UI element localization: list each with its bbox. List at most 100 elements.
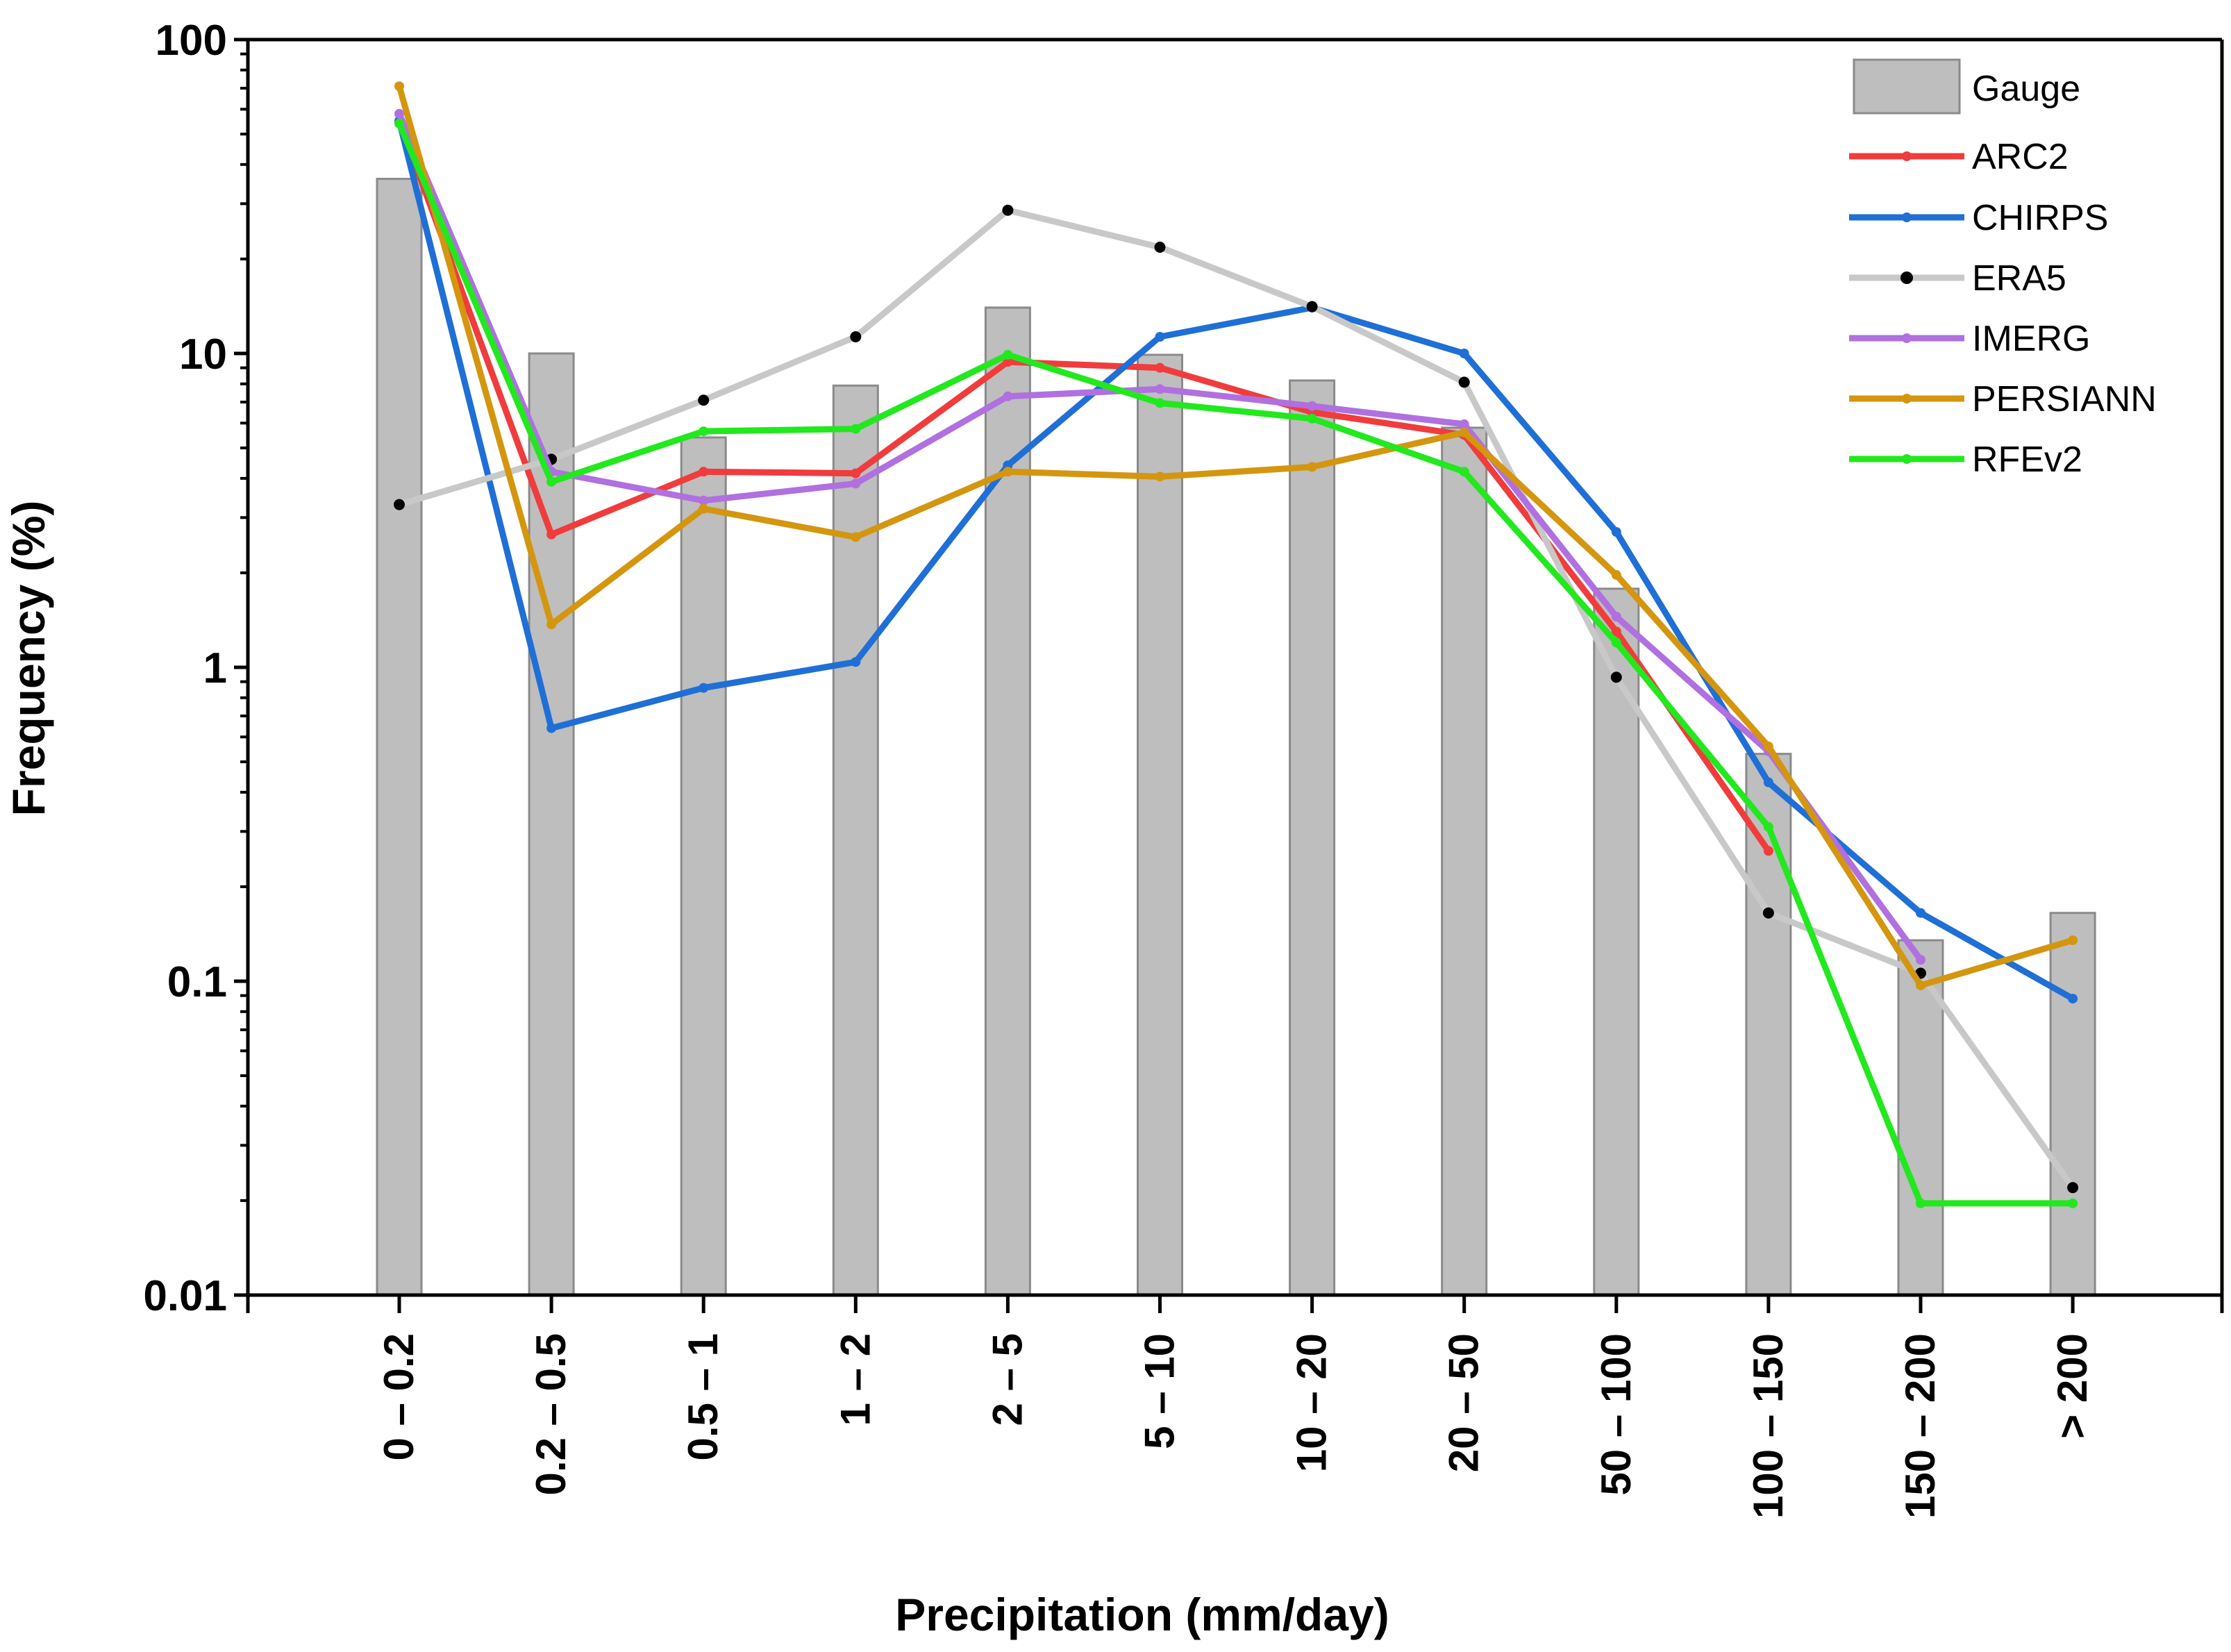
x-tick-label-0: 0 – 0.2 — [376, 1333, 422, 1461]
chirps-point-5 — [1155, 332, 1165, 342]
y-tick-label-3: 10 — [179, 331, 227, 378]
persiann-line — [396, 83, 2076, 989]
rfev2-point-4 — [1003, 349, 1013, 360]
series-rfev2 — [394, 118, 2078, 1208]
era5-point-6 — [1306, 301, 1318, 312]
x-tick-label-6: 10 – 20 — [1289, 1333, 1335, 1472]
rfev2-point-8 — [1611, 637, 1621, 648]
y-axis-title: Frequency (%) — [3, 501, 54, 817]
y-tick-label-2: 1 — [203, 644, 227, 692]
rfev2-point-1 — [546, 476, 557, 487]
era5-point-4 — [1002, 204, 1014, 216]
chirps-point-7 — [1459, 349, 1469, 358]
imerg-point-7 — [1459, 419, 1469, 429]
persiann-point-7 — [1459, 427, 1469, 437]
arc2-point-1 — [546, 529, 557, 540]
x-axis-title: Precipitation (mm/day) — [895, 1589, 1389, 1640]
legend: Gauge ARC2 CHIRPS ERA5 IMERG PERSIANN RFEv2 — [1849, 58, 2157, 480]
arc2-point-5 — [1155, 362, 1165, 373]
legend-imerg-marker — [1902, 333, 1912, 343]
rfev2-point-7 — [1459, 467, 1469, 477]
chirps-point-8 — [1611, 527, 1621, 537]
series-lines — [394, 81, 2079, 1208]
imerg-point-2 — [699, 495, 709, 506]
imerg-point-5 — [1155, 384, 1165, 394]
persiann-point-9 — [1763, 741, 1773, 751]
legend-era5-label: ERA5 — [1972, 258, 2066, 299]
legend-imerg-label: IMERG — [1972, 319, 2090, 359]
persiann-point-10 — [1916, 980, 1925, 990]
legend-rfev2-marker — [1902, 454, 1912, 464]
arc2-point-8 — [1611, 626, 1621, 637]
era5-point-5 — [1154, 242, 1166, 253]
imerg-point-4 — [1003, 391, 1013, 401]
persiann-point-8 — [1611, 569, 1621, 580]
rfev2-point-2 — [699, 426, 709, 437]
rfev2-point-11 — [2068, 1198, 2078, 1208]
imerg-point-6 — [1307, 401, 1317, 411]
era5-point-11 — [2067, 1182, 2079, 1194]
era5-point-2 — [698, 394, 710, 406]
y-tick-label-4: 100 — [156, 17, 227, 65]
series-era5 — [394, 204, 2079, 1194]
legend-chirps-marker — [1902, 212, 1912, 222]
chirps-point-1 — [546, 723, 557, 733]
gauge-bar-11 — [2049, 912, 2096, 1296]
rfev2-point-5 — [1155, 398, 1165, 408]
x-tick-label-11: > 200 — [2049, 1333, 2096, 1439]
x-tick-label-1: 0.2 – 0.5 — [528, 1333, 574, 1496]
persiann-point-1 — [546, 619, 557, 630]
legend-chirps-label: CHIRPS — [1972, 198, 2108, 238]
gauge-bar-2 — [680, 436, 727, 1296]
legend-era5-marker — [1900, 272, 1913, 284]
arc2-point-3 — [851, 468, 861, 478]
persiann-point-6 — [1307, 462, 1317, 472]
era5-point-9 — [1762, 907, 1774, 919]
persiann-point-11 — [2068, 935, 2078, 946]
chirps-point-3 — [851, 657, 861, 667]
era5-point-3 — [850, 331, 862, 343]
gauge-bar-3 — [832, 384, 879, 1296]
persiann-point-5 — [1155, 472, 1165, 482]
series-persiann — [394, 81, 2078, 990]
legend-arc2-marker — [1902, 151, 1912, 161]
rfev2-point-10 — [1916, 1198, 1925, 1208]
chirps-point-10 — [1916, 908, 1925, 918]
legend-gauge-swatch — [1853, 58, 1961, 115]
x-tick-label-8: 50 – 100 — [1593, 1333, 1639, 1496]
chirps-point-11 — [2068, 994, 2078, 1004]
gauge-bar-8 — [1593, 587, 1640, 1296]
gauge-bar-5 — [1137, 353, 1183, 1296]
x-tick-label-9: 100 – 150 — [1745, 1333, 1791, 1519]
gauge-bars — [376, 178, 2096, 1296]
imerg-point-3 — [851, 478, 861, 489]
rfev2-point-3 — [851, 424, 861, 434]
rfev2-point-0 — [394, 118, 404, 128]
x-tick-label-2: 0.5 – 1 — [680, 1333, 726, 1461]
rfev2-point-9 — [1763, 821, 1773, 832]
gauge-bar-7 — [1441, 426, 1488, 1296]
y-tick-label-0: 0.01 — [143, 1272, 227, 1320]
legend-gauge-label: Gauge — [1972, 69, 2080, 109]
arc2-point-2 — [699, 467, 709, 477]
gauge-bar-0 — [376, 178, 423, 1296]
x-tick-label-10: 150 – 200 — [1897, 1333, 1944, 1519]
chirps-point-2 — [699, 683, 709, 693]
x-tick-label-4: 2 – 5 — [984, 1333, 1030, 1426]
era5-point-0 — [394, 499, 405, 510]
series-chirps — [394, 116, 2078, 1004]
x-tick-label-3: 1 – 2 — [832, 1333, 878, 1426]
x-tick-label-5: 5 – 10 — [1137, 1333, 1183, 1449]
legend-persiann-label: PERSIANN — [1972, 379, 2157, 419]
imerg-point-8 — [1611, 612, 1621, 622]
imerg-point-0 — [394, 108, 404, 119]
era5-line — [396, 207, 2076, 1191]
imerg-point-10 — [1916, 955, 1925, 965]
gauge-bar-1 — [528, 352, 575, 1296]
legend-rfev2-label: RFEv2 — [1972, 440, 2082, 480]
persiann-point-0 — [394, 81, 404, 92]
rfev2-point-6 — [1307, 413, 1317, 424]
persiann-point-4 — [1003, 467, 1013, 477]
era5-point-7 — [1458, 376, 1470, 388]
